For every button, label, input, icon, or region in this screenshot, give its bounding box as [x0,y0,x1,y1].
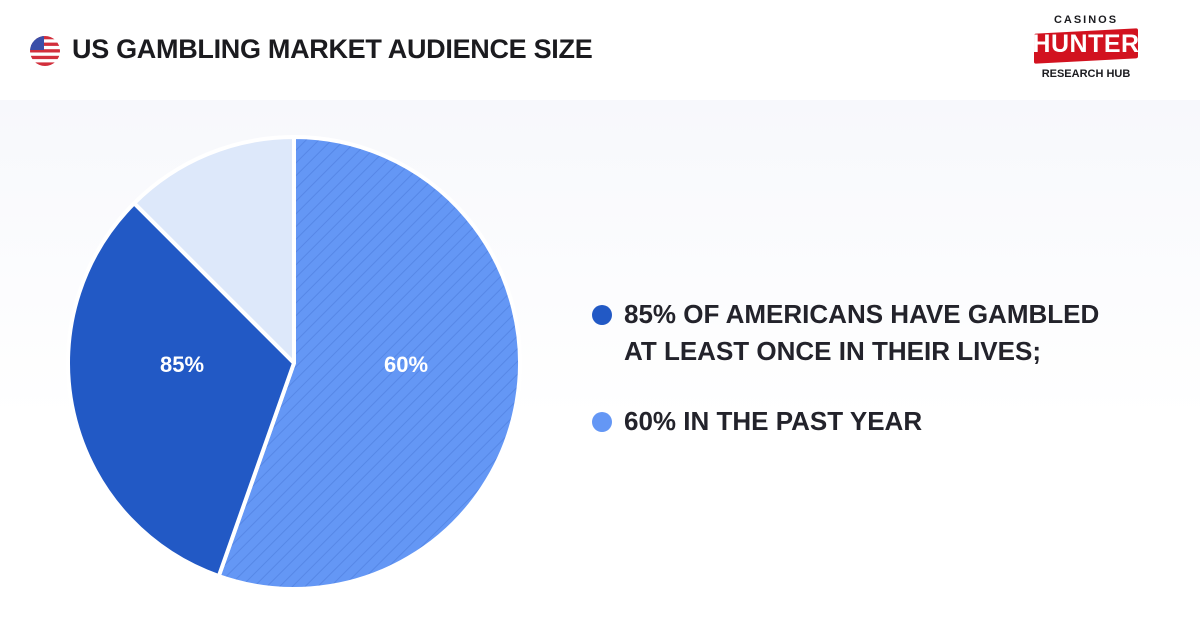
legend-item-lifetime: 85% OF AMERICANS HAVE GAMBLED AT LEAST O… [592,296,1099,370]
logo-top: CASINOS [1053,14,1119,26]
casinos-hunter-logo: CASINOS HUNTER RESEARCH HUB [1030,14,1142,86]
page-title: US GAMBLING MARKET AUDIENCE SIZE [72,34,593,64]
slice-label-60: 60% [384,352,428,377]
legend-text: 60% IN THE PAST YEAR [624,406,923,436]
us-flag-icon [30,36,60,66]
header: US GAMBLING MARKET AUDIENCE SIZE CASINOS… [0,0,1200,100]
logo-main: HUNTER [1032,30,1140,58]
legend-text-line2: AT LEAST ONCE IN THEIR LIVES; [624,336,1041,366]
pie-slice-85 [66,201,296,579]
logo-bottom: RESEARCH HUB [1041,68,1131,80]
legend-dot-dark-blue [592,305,612,325]
legend: 85% OF AMERICANS HAVE GAMBLED AT LEAST O… [592,296,1099,473]
legend-text-line1: 85% OF AMERICANS HAVE GAMBLED [624,299,1100,329]
legend-dot-light-blue [592,412,612,432]
pie-slice-remainder [132,135,296,365]
slice-label-85: 85% [160,352,204,377]
legend-item-past-year: 60% IN THE PAST YEAR [592,403,1099,440]
